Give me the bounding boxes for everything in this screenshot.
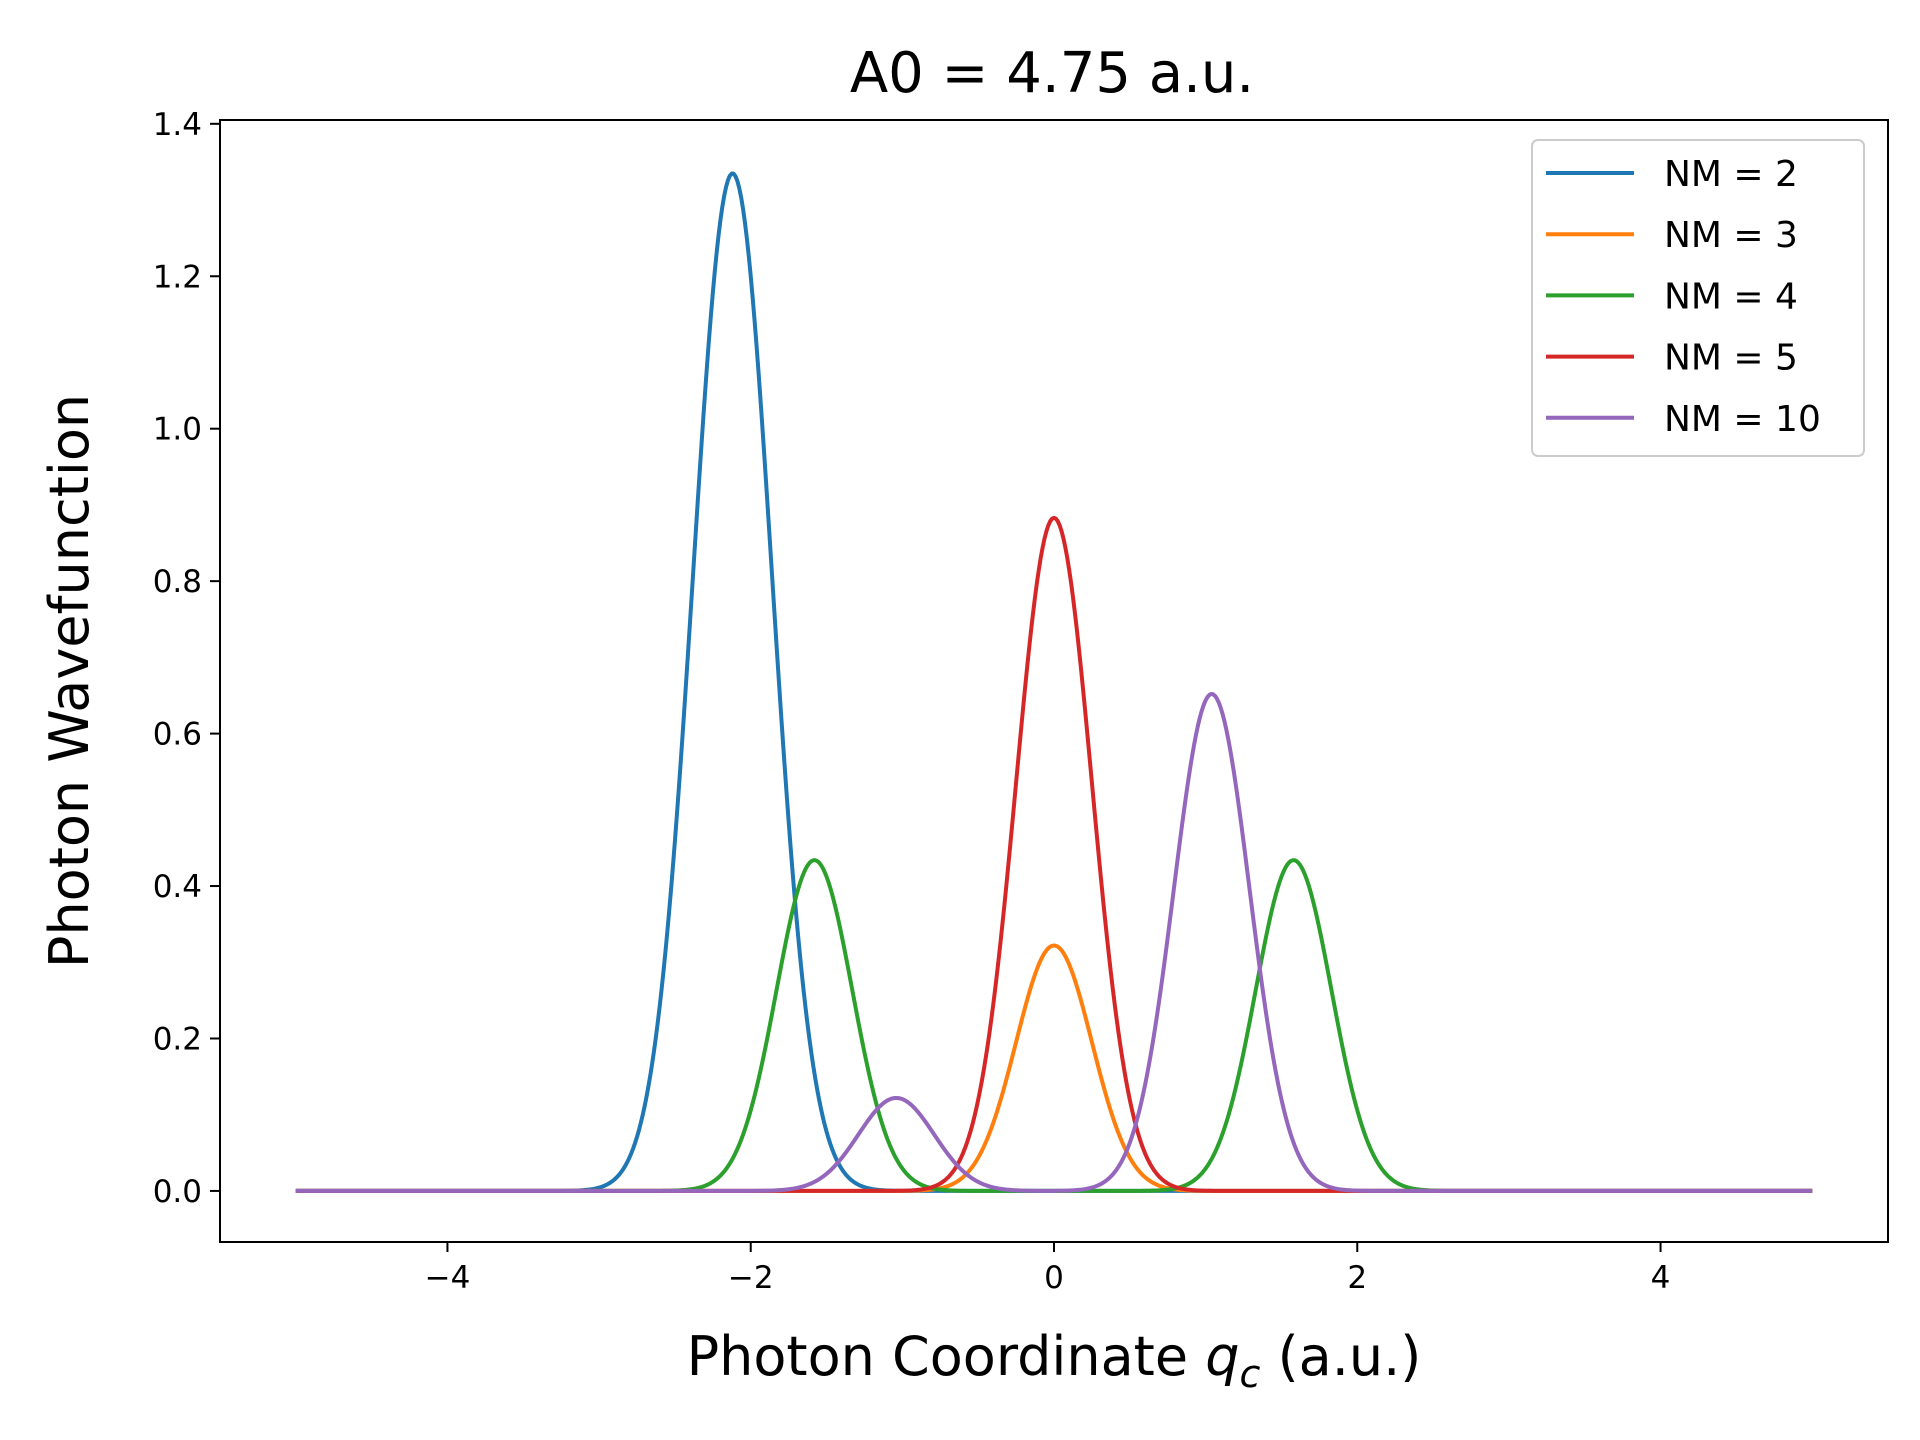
legend-label: NM = 4 xyxy=(1664,276,1798,317)
y-tick-label: 1.4 xyxy=(153,107,202,143)
x-tick-label: 2 xyxy=(1347,1260,1367,1296)
chart-title: A0 = 4.75 a.u. xyxy=(850,41,1254,106)
y-tick-label: 1.2 xyxy=(153,259,202,295)
x-tick-label: −4 xyxy=(425,1260,471,1296)
series-layer xyxy=(295,171,1813,1193)
x-axis-ticks: −4 −2 0 2 4 xyxy=(425,1242,1671,1296)
legend-label: NM = 10 xyxy=(1664,399,1821,440)
y-tick-label: 1.0 xyxy=(153,412,202,448)
y-axis-ticks: 0.0 0.2 0.4 0.6 0.8 1.0 1.2 1.4 xyxy=(153,107,220,1210)
y-tick-label: 0.6 xyxy=(153,717,202,753)
x-tick-label: −2 xyxy=(728,1260,774,1296)
legend-label: NM = 5 xyxy=(1664,338,1798,379)
legend-label: NM = 3 xyxy=(1664,215,1798,256)
y-tick-label: 0.0 xyxy=(153,1174,202,1210)
y-tick-label: 0.8 xyxy=(153,564,202,600)
legend: NM = 2 NM = 3 NM = 4 NM = 5 NM = 10 xyxy=(1531,139,1865,457)
legend-label: NM = 2 xyxy=(1664,154,1798,195)
y-tick-label: 0.2 xyxy=(153,1021,202,1057)
legend-box xyxy=(1531,139,1865,457)
series-line-5 xyxy=(295,691,1813,1193)
x-tick-label: 4 xyxy=(1651,1260,1671,1296)
y-axis-label: Photon Wavefunction xyxy=(38,394,101,968)
legend-entries: NM = 2 NM = 3 NM = 4 NM = 5 NM = 10 xyxy=(1546,154,1821,440)
x-axis-label: Photon Coordinate qc (a.u.) xyxy=(687,1325,1422,1396)
x-tick-label: 0 xyxy=(1044,1260,1064,1296)
y-tick-label: 0.4 xyxy=(153,869,202,905)
